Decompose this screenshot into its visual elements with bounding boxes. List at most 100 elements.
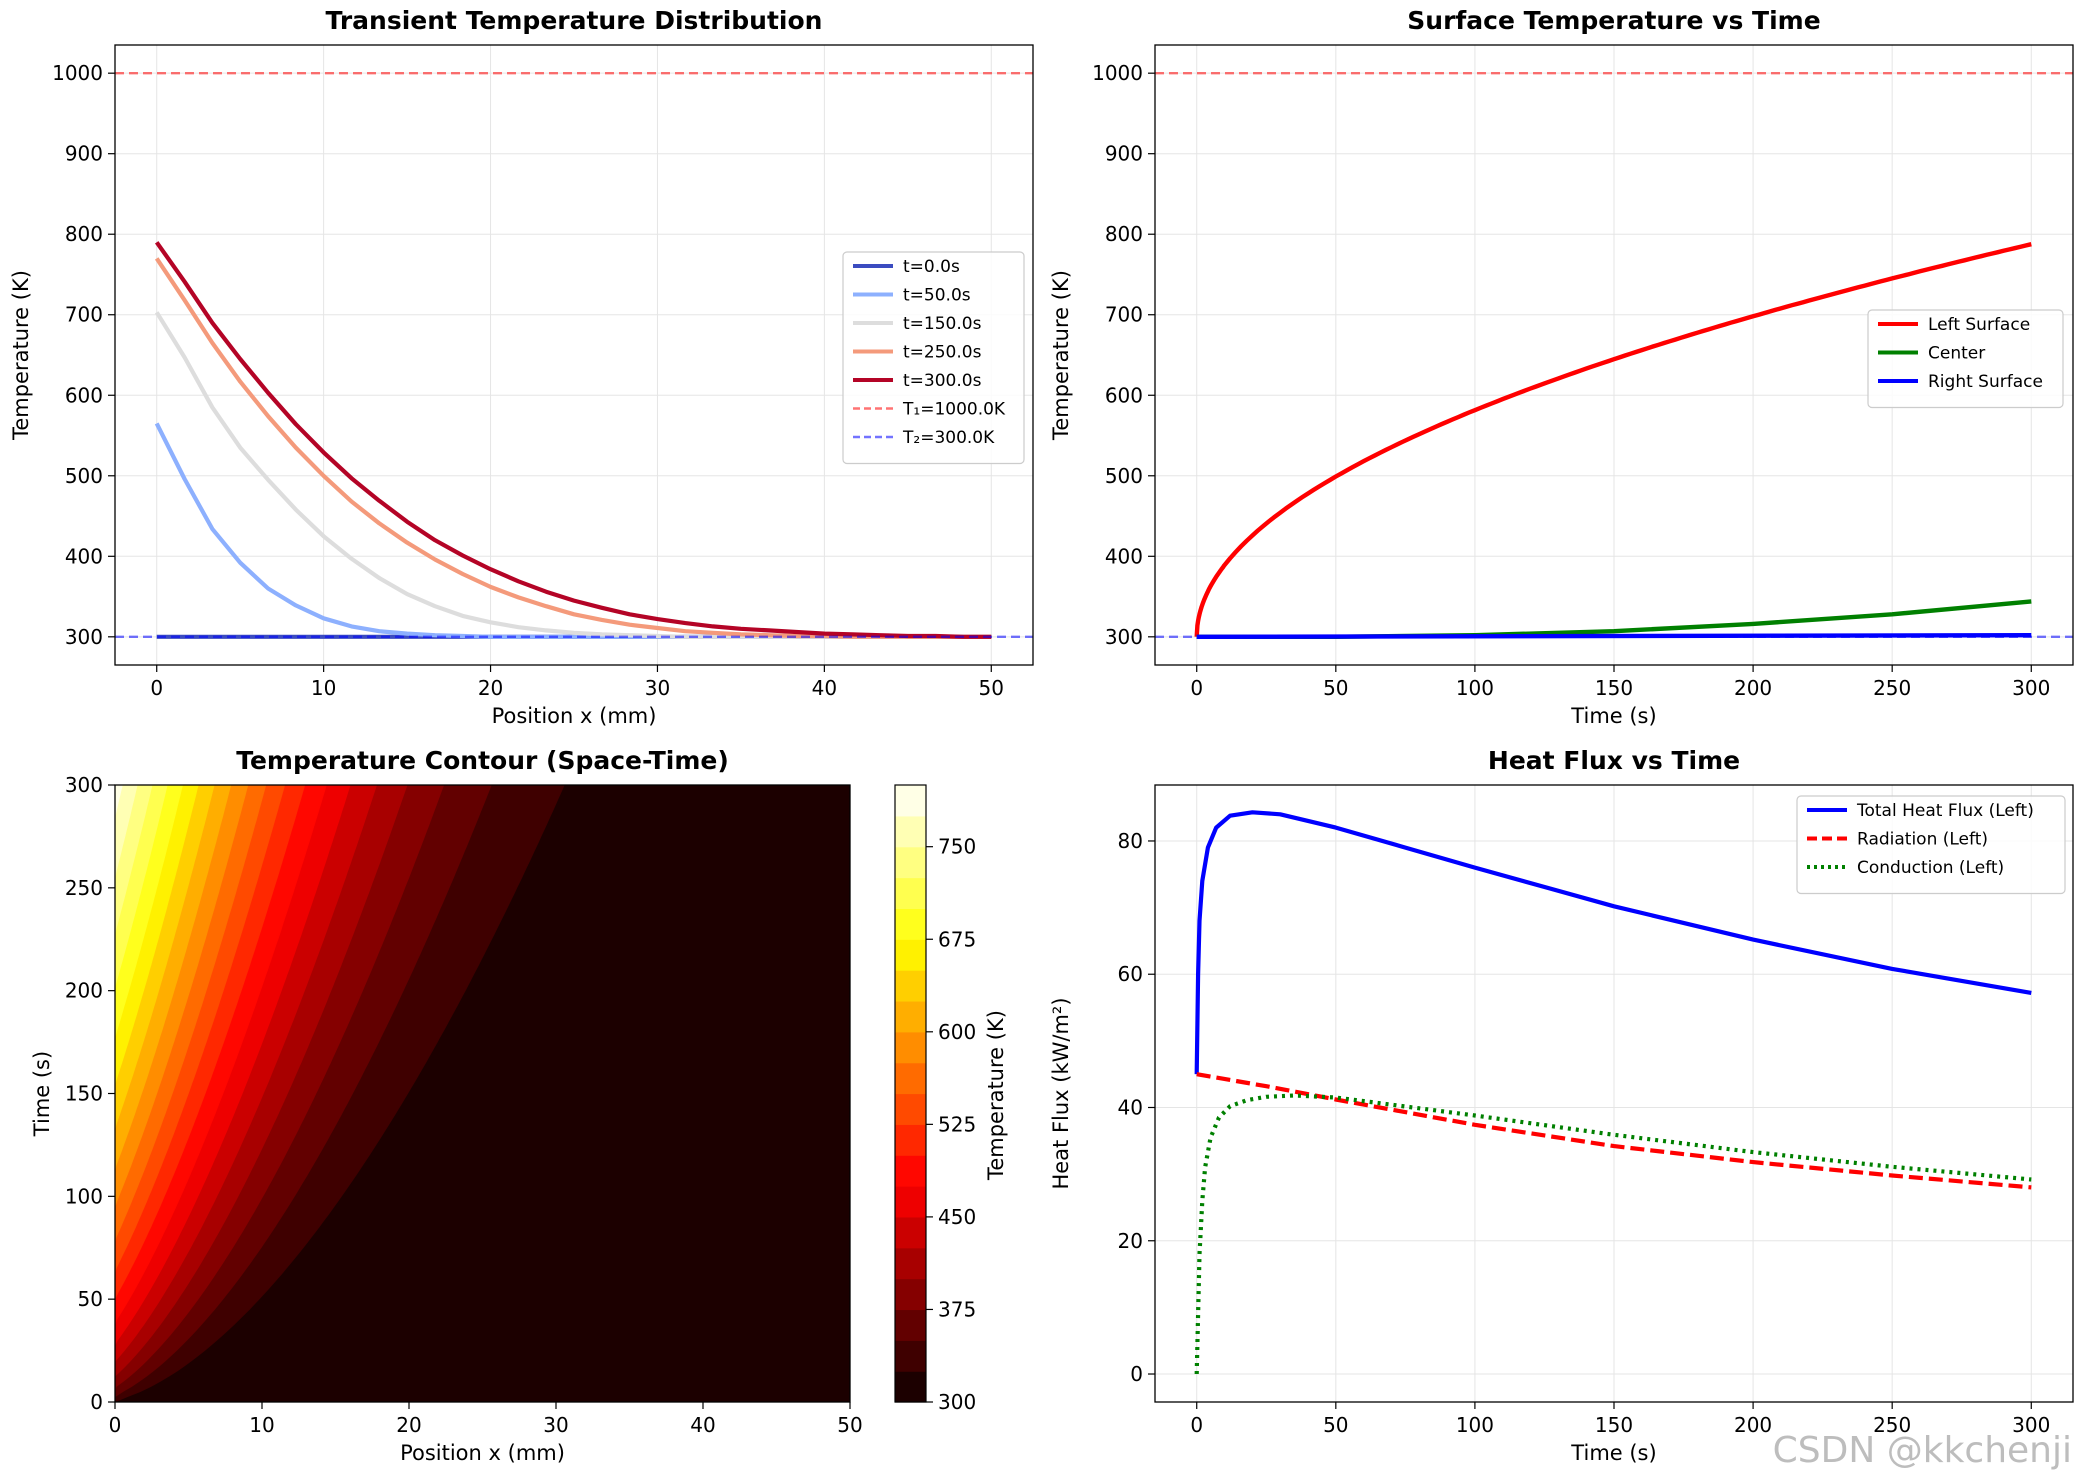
colorbar-tick-label: 375 [938,1297,976,1321]
y-tick-label: 150 [65,1082,103,1106]
x-tick-label: 300 [2012,676,2050,700]
y-tick-label: 300 [1105,625,1143,649]
y-tick-label: 500 [65,464,103,488]
y-tick-label: 20 [1118,1229,1143,1253]
x-tick-label: 10 [249,1413,274,1437]
plot-frame [1154,44,2074,666]
chart-title: Surface Temperature vs Time [1407,6,1820,35]
colorbar-segment [895,1186,926,1218]
x-tick-label: 250 [1873,676,1911,700]
heat-flux-chart: 0 50 100 150 200 250 300 0 20 40 60 80 Heat Flux vs … [1049,746,2074,1465]
y-tick-label: 60 [1118,962,1143,986]
chart-title: Transient Temperature Distribution [326,6,823,35]
plot-area [115,71,1033,639]
legend-label: Radiation (Left) [1857,830,1988,850]
contour-band [115,785,184,1402]
x-tick-label: 0 [150,676,163,700]
legend-label: Center [1928,344,1985,364]
colorbar-label: Temperature (K) [984,1010,1008,1181]
legend-label: t=50.0s [903,286,971,306]
x-tick-label: 50 [837,1413,862,1437]
colorbar-tick-label: 450 [938,1205,976,1229]
y-tick-label: 600 [65,383,103,407]
legend-label: t=0.0s [903,257,960,277]
y-tick-label: 200 [65,979,103,1003]
colorbar-tick-label: 675 [938,927,976,951]
y-tick-label: 900 [1105,142,1143,166]
y-tick-label: 0 [1130,1362,1143,1386]
colorbar-tick-label: 525 [938,1112,976,1136]
plot-frame [1154,784,2074,1403]
x-tick-label: 40 [690,1413,715,1437]
colorbar-segment [895,1216,926,1249]
y-tick-label: 50 [78,1287,103,1311]
x-tick-label: 40 [812,676,837,700]
y-tick-label: 250 [65,876,103,900]
y-axis-label: Temperature (K) [9,270,33,441]
colorbar-tick-label: 300 [938,1390,976,1414]
colorbar-segment [895,1000,926,1033]
legend-box [1867,309,2064,409]
x-axis-label: Position x (mm) [492,704,657,728]
colorbar-segment [895,1247,926,1280]
x-tick-label: 20 [478,676,503,700]
colorbar-segment [895,1340,926,1372]
series-line [1194,810,2032,1075]
colorbar-segment [895,815,926,848]
legend-label: T₂=300.0K [902,428,995,448]
colorbar-tick-label: 750 [938,835,976,859]
legend-label: Total Heat Flux (Left) [1856,801,2034,821]
x-tick-label: 20 [396,1413,421,1437]
x-tick-label: 50 [1323,676,1348,700]
legend-label: T₁=1000.0K [902,400,1006,420]
series-line [1194,242,2032,637]
x-tick-label: 200 [1734,676,1772,700]
x-tick-label: 30 [645,676,670,700]
series-line [1196,633,2032,639]
colorbar-segment [895,1031,926,1064]
y-tick-label: 300 [65,773,103,797]
y-tick-label: 400 [65,544,103,568]
colorbar-segment [895,785,926,817]
y-tick-label: 400 [1105,544,1143,568]
y-axis-label: Heat Flux (kW/m²) [1049,997,1073,1189]
temperature-distribution-chart: 0 10 20 30 40 50 300 400 500 600 700 800 900 1000 Tran… [9,6,1034,728]
y-tick-label: 0 [90,1390,103,1414]
y-axis-label: Time (s) [30,1051,54,1137]
legend-label: Conduction (Left) [1857,858,2004,878]
x-tick-label: 150 [1595,676,1633,700]
series-line [154,241,992,639]
x-tick-label: 0 [1190,1413,1203,1437]
x-tick-label: 250 [1873,1413,1911,1437]
colorbar-segment [895,1309,926,1341]
y-tick-label: 1000 [52,61,103,85]
x-tick-label: 0 [1190,676,1203,700]
colorbar-segment [895,1124,926,1156]
colorbar-segment [895,970,926,1002]
plot-area [1194,810,2032,1375]
colorbar-segment [895,1062,926,1095]
series-line [1196,1072,2032,1190]
x-tick-label: 30 [543,1413,568,1437]
chart-title: Heat Flux vs Time [1488,746,1740,775]
colorbar-segment [895,1155,926,1187]
colorbar-segment [895,1371,926,1403]
x-tick-label: 100 [1456,1413,1494,1437]
x-axis-label: Time (s) [1570,704,1656,728]
y-tick-label: 300 [65,625,103,649]
y-tick-label: 500 [1105,464,1143,488]
watermark: CSDN @kkchenji [1773,1430,2072,1471]
y-tick-label: 700 [65,303,103,327]
x-tick-label: 150 [1595,1413,1633,1437]
y-tick-label: 900 [65,142,103,166]
colorbar-tick-label: 600 [938,1020,976,1044]
colorbar-segment [895,908,926,940]
plot-frame [114,44,1034,666]
colorbar-frame [894,784,927,1403]
x-tick-label: 300 [2012,1413,2050,1437]
y-tick-label: 80 [1118,829,1143,853]
legend-label: Left Surface [1928,315,2030,335]
x-axis-label: Time (s) [1570,1441,1656,1465]
y-tick-label: 40 [1118,1095,1143,1119]
